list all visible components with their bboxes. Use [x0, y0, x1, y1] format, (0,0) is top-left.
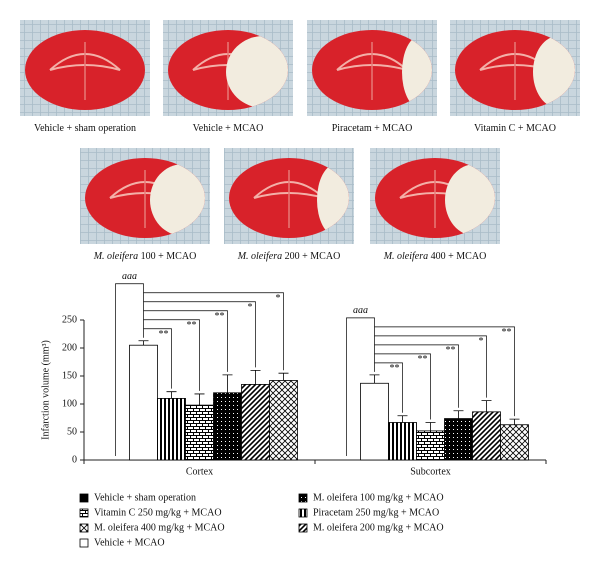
significance-bracket [143, 292, 284, 371]
significance-bracket [374, 362, 403, 413]
caption-part: Piracetam + MCAO [332, 123, 413, 134]
significance-bracket [143, 328, 172, 389]
photo-caption: Piracetam + MCAO [332, 123, 413, 134]
significance-bracket [374, 344, 459, 408]
caption-part: Vehicle + sham operation [34, 123, 136, 134]
legend-swatch [79, 523, 89, 533]
significance-label: ** [502, 327, 512, 338]
bar [185, 404, 214, 461]
significance-label: ** [418, 354, 428, 365]
bar [360, 382, 389, 461]
legend-label: M. oleifera 400 mg/kg + MCAO [94, 522, 225, 533]
significance-label: aaa [353, 305, 368, 316]
bar [500, 424, 529, 461]
significance-label: ** [215, 311, 225, 322]
caption-part: Vitamin C + MCAO [474, 123, 556, 134]
error-bar [222, 374, 233, 393]
legend-swatch [79, 538, 89, 548]
brain-photo: M. oleifera 200 + MCAO [224, 148, 354, 262]
caption-part: 100 + MCAO [138, 251, 196, 262]
legend-swatch [298, 523, 308, 533]
significance-bracket [346, 317, 375, 456]
significance-bracket [143, 319, 200, 391]
brain-structure [49, 53, 121, 71]
error-bar [453, 410, 464, 419]
y-axis-title: Infarction volume (mm³) [40, 340, 51, 440]
bar [213, 392, 242, 461]
photo-caption: M. oleifera 100 + MCAO [93, 251, 197, 262]
photo-caption: M. oleifera 200 + MCAO [237, 251, 341, 262]
legend-label: Vitamin C 250 mg/kg + MCAO [94, 507, 222, 518]
legend-label: M. oleifera 100 mg/kg + MCAO [313, 492, 444, 503]
photo-caption: M. oleifera 400 + MCAO [383, 251, 487, 262]
photo-caption: Vitamin C + MCAO [474, 123, 556, 134]
y-tick-label: 200 [62, 342, 77, 353]
caption-part: M. oleifera [93, 251, 138, 262]
significance-label: aaa [122, 271, 137, 282]
bar [388, 422, 417, 461]
bar [416, 430, 445, 461]
caption-part: M. oleifera [383, 251, 428, 262]
caption-part: M. oleifera [237, 251, 282, 262]
y-tick-label: 50 [67, 426, 77, 437]
legend-label: Piracetam 250 mg/kg + MCAO [313, 507, 439, 518]
legend-swatch [298, 508, 308, 518]
significance-bracket [374, 326, 515, 417]
significance-label: * [248, 302, 253, 313]
significance-label: * [479, 336, 484, 347]
brain-photo: Piracetam + MCAO [307, 20, 437, 134]
legend-label: Vehicle + MCAO [94, 537, 165, 548]
caption-part: 200 + MCAO [282, 251, 340, 262]
error-bar [425, 422, 436, 431]
legend-label: Vehicle + sham operation [94, 492, 196, 503]
bar [129, 344, 158, 461]
brain-photo: Vehicle + sham operation [20, 20, 150, 134]
y-tick-label: 150 [62, 370, 77, 381]
significance-label: ** [390, 363, 400, 374]
brain-photo: Vehicle + MCAO [163, 20, 293, 134]
bar [241, 383, 270, 461]
significance-bracket [374, 353, 431, 420]
photo-panel: Vehicle + sham operation Vehicle + MCAO Pi… [20, 20, 580, 262]
y-tick-label: 0 [72, 454, 77, 465]
significance-label: ** [446, 345, 456, 356]
legend-swatch [79, 508, 89, 518]
bar [472, 411, 501, 461]
x-tick-label: Subcortex [410, 466, 451, 477]
y-tick-label: 250 [62, 314, 77, 325]
error-bar [397, 415, 408, 423]
legend-swatch [298, 493, 308, 503]
legend-swatch [79, 493, 89, 503]
significance-label: ** [159, 329, 169, 340]
photo-caption: Vehicle + MCAO [193, 123, 264, 134]
chart: 0 50 100 150 200 250 Infarction volume (mm³) Co… [40, 271, 547, 548]
brain-photo: M. oleifera 100 + MCAO [80, 148, 210, 262]
significance-label: * [276, 293, 281, 304]
error-bar [138, 340, 149, 346]
error-bar [166, 391, 177, 399]
significance-label: ** [187, 320, 197, 331]
error-bar [369, 374, 380, 384]
bar [444, 418, 473, 461]
significance-bracket [374, 335, 487, 398]
brain-photo: Vitamin C + MCAO [450, 20, 580, 134]
legend-label: M. oleifera 200 mg/kg + MCAO [313, 522, 444, 533]
x-tick-label: Cortex [186, 466, 213, 477]
significance-bracket [143, 310, 228, 372]
error-bar [481, 400, 492, 412]
bar [157, 397, 186, 461]
significance-bracket [115, 283, 144, 456]
brain-photo: M. oleifera 400 + MCAO [370, 148, 500, 262]
error-bar [278, 372, 289, 381]
photo-caption: Vehicle + sham operation [34, 123, 136, 134]
error-bar [194, 393, 205, 406]
significance-bracket [143, 301, 256, 368]
caption-part: Vehicle + MCAO [193, 123, 264, 134]
error-bar [250, 370, 261, 385]
caption-part: 400 + MCAO [428, 251, 486, 262]
bar [269, 380, 298, 461]
error-bar [509, 418, 520, 425]
y-tick-label: 100 [62, 398, 77, 409]
